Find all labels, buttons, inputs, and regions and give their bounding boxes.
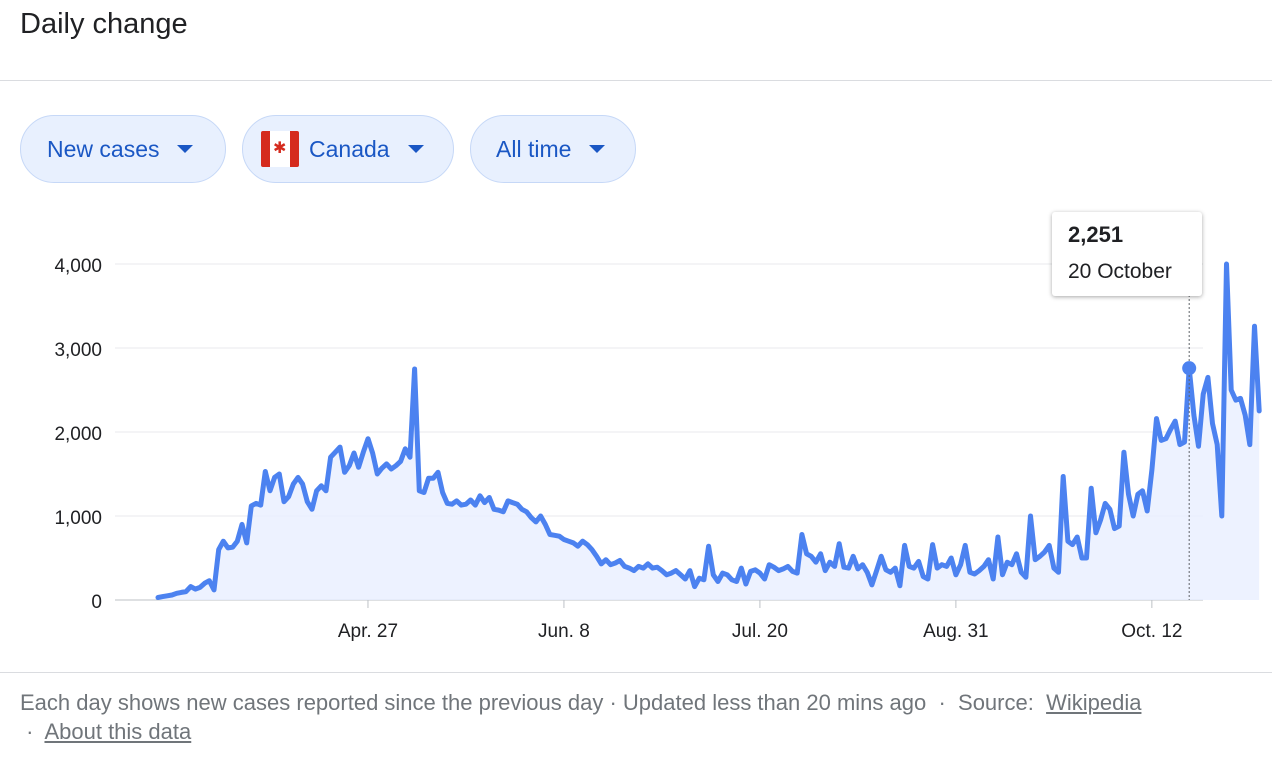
footer-updated: Updated less than 20 mins ago	[622, 690, 927, 715]
chart-tooltip: 2,251 20 October	[1052, 212, 1202, 296]
region-dropdown[interactable]: ✱ Canada	[242, 115, 454, 183]
footer-note: Each day shows new cases reported since …	[20, 690, 604, 715]
footer-separator: ·	[938, 690, 946, 715]
tooltip-date: 20 October	[1068, 260, 1172, 283]
footer-divider	[0, 672, 1272, 673]
x-tick-label: Oct. 12	[1121, 621, 1182, 642]
header-divider	[0, 80, 1272, 81]
x-tick-label: Jul. 20	[732, 621, 788, 642]
x-tick-label: Aug. 31	[923, 621, 989, 642]
series-line	[155, 261, 1262, 600]
cases-chart[interactable]: 0 1,000 2,000 3,000 4,000 Apr. 27 Jun. 8 Jul. 2…	[0, 0, 1272, 680]
y-tick-label: 3,000	[54, 340, 102, 361]
metric-dropdown-label: New cases	[47, 135, 160, 162]
canada-flag-icon: ✱	[261, 131, 299, 167]
footer-separator: ·	[609, 690, 617, 715]
y-tick-label: 2,000	[54, 424, 102, 445]
x-tick-label: Jun. 8	[538, 621, 590, 642]
page-title: Daily change	[20, 8, 188, 40]
highlight-point	[1182, 361, 1197, 376]
tooltip-value: 2,251	[1068, 222, 1124, 247]
chevron-down-icon	[407, 145, 424, 153]
range-dropdown-label: All time	[496, 135, 572, 162]
range-dropdown[interactable]: All time	[470, 115, 636, 183]
footer-separator: ·	[26, 719, 34, 744]
y-tick-label: 0	[91, 592, 102, 613]
footer: Each day shows new cases reported since …	[20, 688, 1260, 746]
y-tick-label: 1,000	[54, 508, 102, 529]
about-data-link[interactable]: About this data	[44, 719, 192, 744]
wikipedia-link[interactable]: Wikipedia	[1046, 690, 1142, 715]
metric-dropdown[interactable]: New cases	[20, 115, 226, 183]
footer-source-label: Source:	[958, 690, 1034, 715]
x-tick-label: Apr. 27	[338, 621, 398, 642]
y-tick-label: 4,000	[54, 256, 102, 277]
chevron-down-icon	[177, 145, 194, 153]
area-fill	[158, 264, 1260, 600]
region-dropdown-label: Canada	[309, 135, 390, 162]
chevron-down-icon	[589, 145, 606, 153]
